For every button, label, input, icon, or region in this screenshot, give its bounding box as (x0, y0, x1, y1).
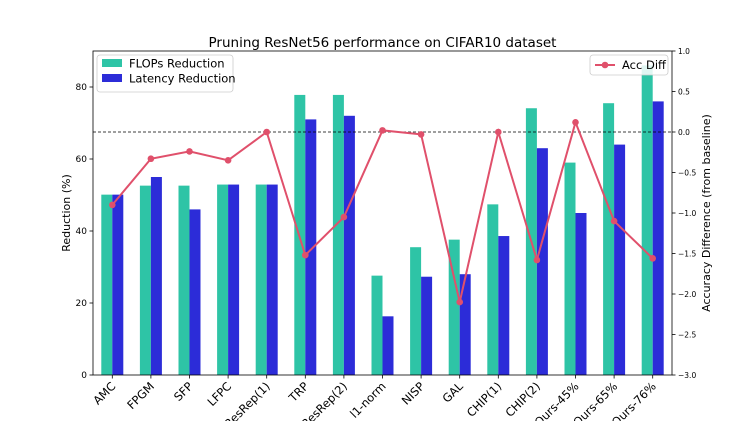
left-y-ticks: 0 20 40 60 80 (76, 83, 93, 381)
x-tick-label-7: l1-norm (347, 379, 389, 421)
acc-diff-point-14 (649, 255, 656, 262)
acc-diff-point-13 (610, 217, 618, 225)
acc-diff-point-10 (495, 128, 502, 136)
acc-diff-point-2 (186, 148, 193, 155)
y2-tick-label-1: −2.5 (678, 331, 696, 340)
y-tick-label-2: 40 (76, 227, 88, 237)
legend-line-marker (601, 61, 609, 69)
bar-latency-8 (421, 276, 433, 375)
x-tick-label-3: LFPC (205, 379, 235, 409)
bar-latency-13 (614, 144, 626, 375)
legend-line-box (589, 54, 669, 76)
y2-tick-label-8: 1.0 (678, 47, 690, 56)
acc-diff-point-7 (379, 127, 386, 134)
right-y-ticks: −3.0 −2.5 −2.0 −1.5 −1.0 −0.5 0.0 0.5 1.0 (672, 47, 696, 380)
bar-group (101, 65, 664, 376)
bar-latency-6 (343, 115, 355, 376)
acc-diff-point-6 (340, 213, 348, 221)
bar-latency-0 (112, 194, 124, 375)
bar-latency-1 (150, 177, 162, 375)
y-tick-label-0: 0 (81, 371, 87, 381)
y-tick-label-3: 60 (76, 155, 88, 165)
x-tick-label-9: GAL (440, 379, 467, 406)
x-tick-label-0: AMC (90, 379, 118, 407)
y2-tick-label-3: −1.5 (678, 250, 696, 259)
legend-line: Acc Diff (589, 54, 669, 76)
acc-diff-point-8 (417, 131, 425, 138)
acc-diff-point-1 (147, 155, 155, 163)
y-tick-label-4: 80 (76, 83, 88, 93)
y2-tick-label-2: −2.0 (678, 290, 696, 299)
bar-flops-13 (603, 103, 615, 375)
y-axis-label: Reduction (%) (60, 174, 73, 252)
chart-title: Pruning ResNet56 performance on CIFAR10 … (209, 35, 557, 51)
x-tick-label-1: FPGM (124, 379, 157, 412)
bar-flops-9 (448, 239, 460, 375)
y2-tick-label-4: −1.0 (678, 209, 696, 218)
legend-swatch-0 (102, 59, 122, 67)
bar-flops-0 (101, 194, 113, 375)
y2-tick-label-7: 0.5 (678, 88, 690, 97)
acc-diff-point-4 (263, 128, 271, 136)
x-tick-label-5: TRP (285, 379, 311, 405)
bar-latency-3 (228, 184, 240, 375)
y2-tick-label-6: 0.0 (678, 128, 690, 137)
bar-flops-14 (641, 65, 653, 376)
legend-bars-box (96, 54, 234, 93)
y-tick-label-1: 20 (76, 299, 88, 309)
legend-line-label: Acc Diff (622, 58, 667, 72)
bar-latency-4 (266, 184, 278, 375)
acc-diff-point-12 (572, 118, 579, 126)
x-tick-label-10: CHIP(1) (464, 379, 505, 420)
acc-diff-point-5 (302, 251, 309, 259)
bar-latency-9 (459, 274, 471, 375)
acc-diff-line (109, 118, 656, 306)
bar-latency-14 (652, 101, 664, 376)
bar-flops-10 (487, 204, 499, 375)
bar-flops-4 (255, 184, 267, 375)
bar-latency-2 (189, 209, 201, 375)
acc-diff-point-9 (456, 298, 464, 306)
acc-diff-point-11 (533, 256, 541, 264)
legend-label-0: FLOPs Reduction (129, 57, 225, 71)
bar-flops-12 (564, 162, 576, 375)
bar-flops-1 (139, 185, 151, 375)
x-tick-label-2: SFP (171, 379, 196, 404)
bar-latency-10 (498, 236, 510, 375)
legend-label-1: Latency Reduction (129, 72, 236, 86)
bar-flops-6 (332, 94, 344, 376)
x-tick-label-8: NISP (399, 379, 427, 407)
bar-latency-12 (575, 213, 587, 375)
bar-latency-11 (536, 148, 548, 375)
bar-latency-7 (382, 316, 394, 375)
y2-tick-label-5: −0.5 (678, 169, 696, 178)
bar-flops-8 (410, 247, 422, 375)
bar-flops-2 (178, 185, 190, 375)
acc-diff-point-0 (109, 201, 116, 209)
y2-axis-label: Accuracy Difference (from baseline) (700, 114, 713, 312)
acc-diff-point-3 (224, 157, 232, 164)
bar-flops-3 (217, 184, 229, 375)
bar-latency-5 (305, 119, 317, 376)
legend-swatch-1 (102, 74, 122, 82)
y2-tick-label-0: −3.0 (678, 371, 696, 380)
bar-flops-7 (371, 275, 383, 375)
